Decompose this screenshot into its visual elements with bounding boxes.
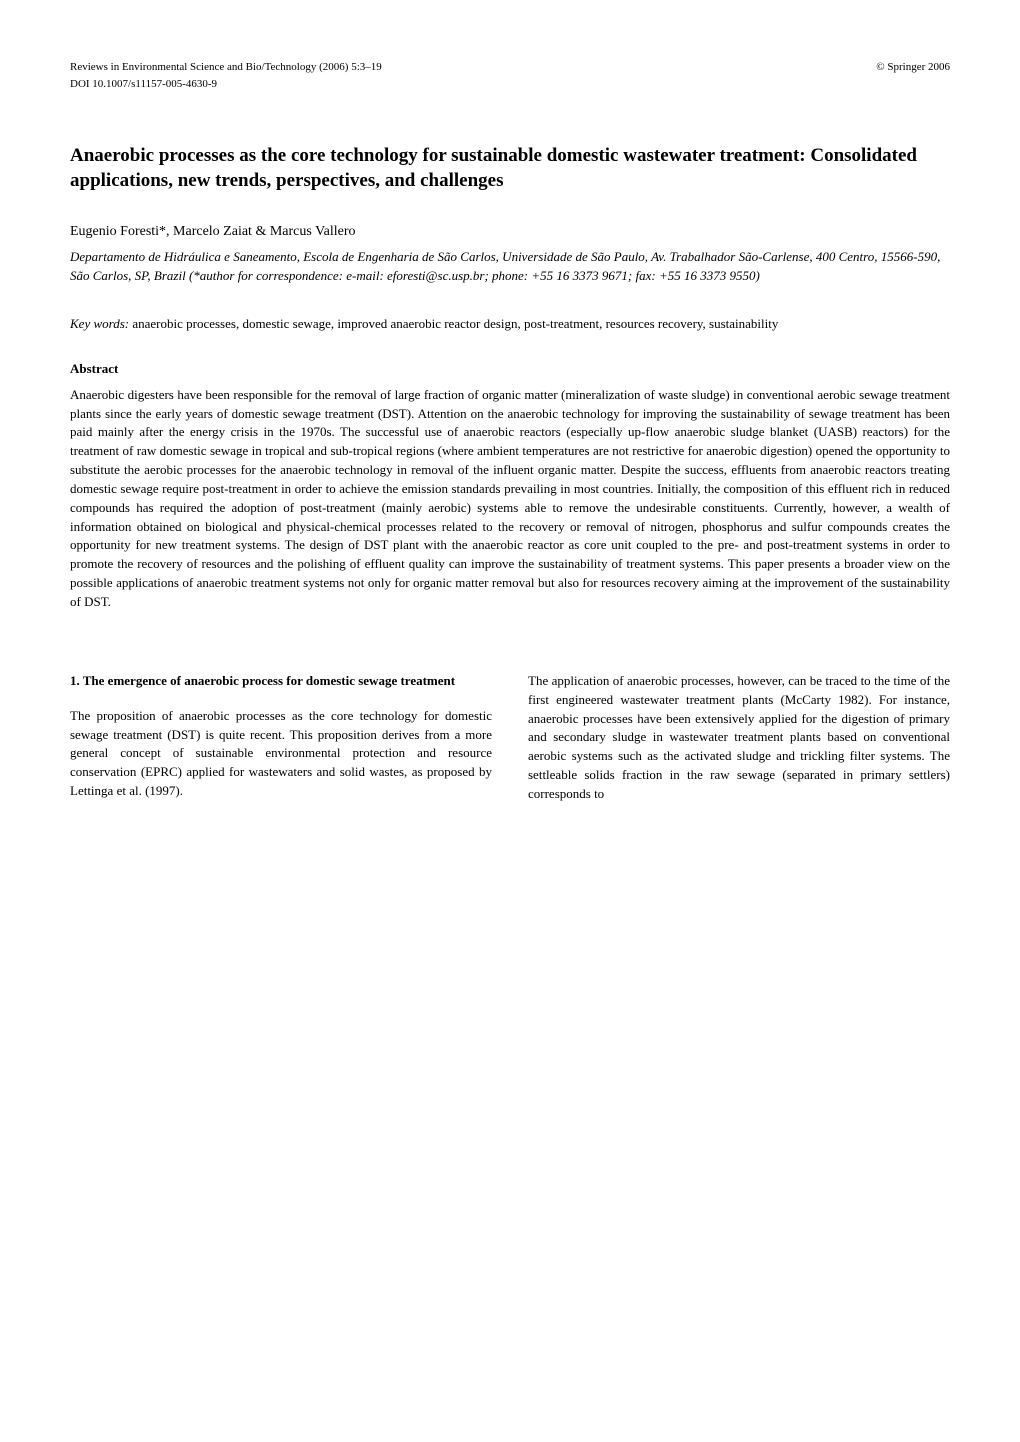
abstract-text: Anaerobic digesters have been responsibl… (70, 386, 950, 612)
doi: DOI 10.1007/s11157-005-4630-9 (70, 77, 950, 92)
keywords: Key words: anaerobic processes, domestic… (70, 315, 950, 333)
abstract-label: Abstract (70, 360, 950, 378)
article-title: Anaerobic processes as the core technolo… (70, 143, 950, 194)
keywords-label: Key words: (70, 316, 129, 331)
affiliation: Departamento de Hidráulica e Saneamento,… (70, 248, 950, 286)
copyright-notice: © Springer 2006 (876, 60, 950, 75)
left-column-text: The proposition of anaerobic processes a… (70, 707, 492, 801)
section-1-heading: 1. The emergence of anaerobic process fo… (70, 672, 492, 691)
right-column: The application of anaerobic processes, … (528, 672, 950, 804)
journal-citation: Reviews in Environmental Science and Bio… (70, 60, 382, 75)
body-columns: 1. The emergence of anaerobic process fo… (70, 672, 950, 804)
left-column: 1. The emergence of anaerobic process fo… (70, 672, 492, 804)
authors: Eugenio Foresti*, Marcelo Zaiat & Marcus… (70, 222, 950, 242)
keywords-list: anaerobic processes, domestic sewage, im… (129, 316, 778, 331)
right-column-text: The application of anaerobic processes, … (528, 672, 950, 804)
journal-header: Reviews in Environmental Science and Bio… (70, 60, 950, 75)
